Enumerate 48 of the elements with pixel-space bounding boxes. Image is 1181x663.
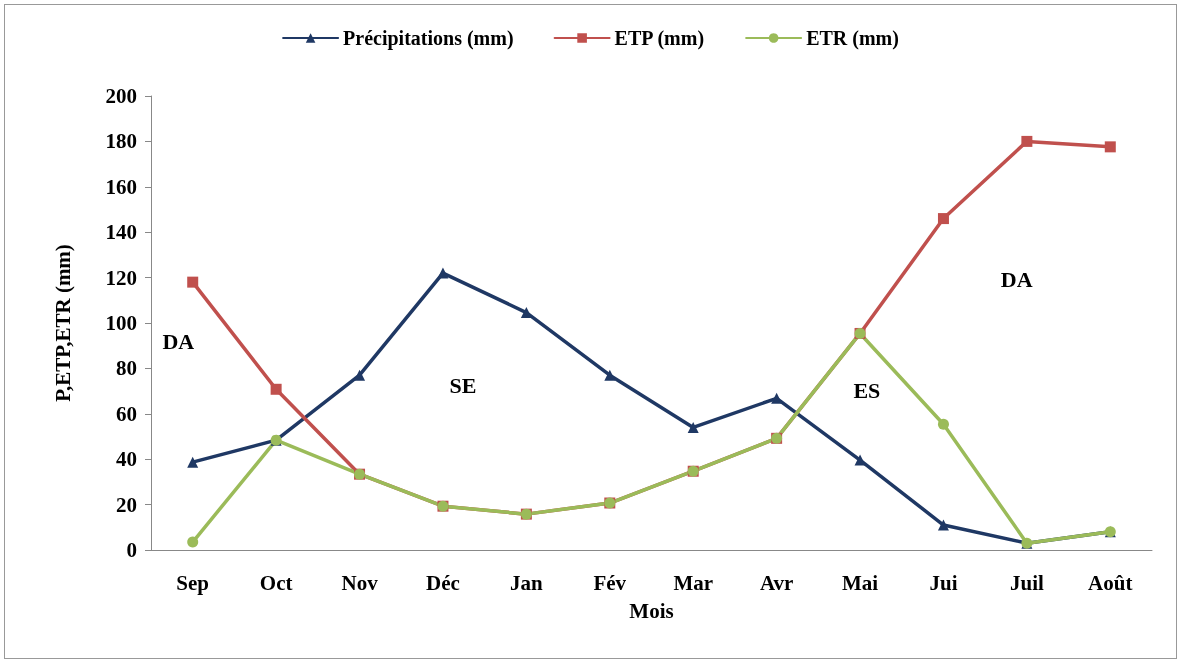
x-tick-label: Sep <box>176 570 210 595</box>
x-tick-label: Mar <box>673 570 714 595</box>
x-tick-label: Oct <box>259 570 293 595</box>
legend-label: ETR (mm) <box>806 27 899 50</box>
x-tick-label: Nov <box>341 570 379 595</box>
legend-label: Précipitations (mm) <box>343 27 514 50</box>
y-tick-label: 100 <box>105 311 137 335</box>
x-tick-label: Déc <box>426 570 460 595</box>
y-tick-label: 0 <box>126 538 137 562</box>
x-tick-label: Avr <box>759 570 794 595</box>
x-tick-label: Jan <box>510 570 544 595</box>
annotation: SE <box>449 372 477 398</box>
x-tick-label: Mai <box>841 570 879 595</box>
point <box>187 536 199 548</box>
y-tick-label: 140 <box>105 220 137 245</box>
annotation: DA <box>162 329 195 355</box>
y-tick-label: 180 <box>105 129 137 154</box>
y-tick-label: 200 <box>105 84 137 108</box>
point <box>437 267 449 279</box>
y-tick-label: 20 <box>116 492 137 517</box>
point <box>187 456 199 468</box>
point <box>604 369 616 381</box>
y-tick-label: 60 <box>116 401 137 426</box>
point <box>937 418 949 430</box>
x-tick-label: Fév <box>593 570 627 595</box>
point <box>1021 135 1033 147</box>
annotation: ES <box>853 378 881 404</box>
x-tick-label: Jui <box>929 570 958 595</box>
y-tick-label: 160 <box>105 174 137 199</box>
y-tick-label: 40 <box>116 447 137 472</box>
point <box>771 392 783 404</box>
point <box>937 213 949 225</box>
x-tick-label: Août <box>1088 570 1133 595</box>
y-tick-label: 80 <box>116 356 137 381</box>
annotation: DA <box>1000 267 1033 293</box>
y-tick-label: 120 <box>105 265 137 290</box>
point <box>937 519 949 531</box>
point <box>354 369 366 381</box>
y-axis-title: P,ETP,ETR (mm) <box>50 244 75 402</box>
point <box>687 421 699 433</box>
x-axis-title: Mois <box>629 598 674 623</box>
legend-label: ETP (mm) <box>614 27 705 50</box>
point <box>187 276 199 288</box>
point <box>1104 141 1116 153</box>
x-tick-label: Juil <box>1009 570 1044 595</box>
point <box>854 454 866 466</box>
point <box>520 307 532 319</box>
point <box>270 383 282 395</box>
